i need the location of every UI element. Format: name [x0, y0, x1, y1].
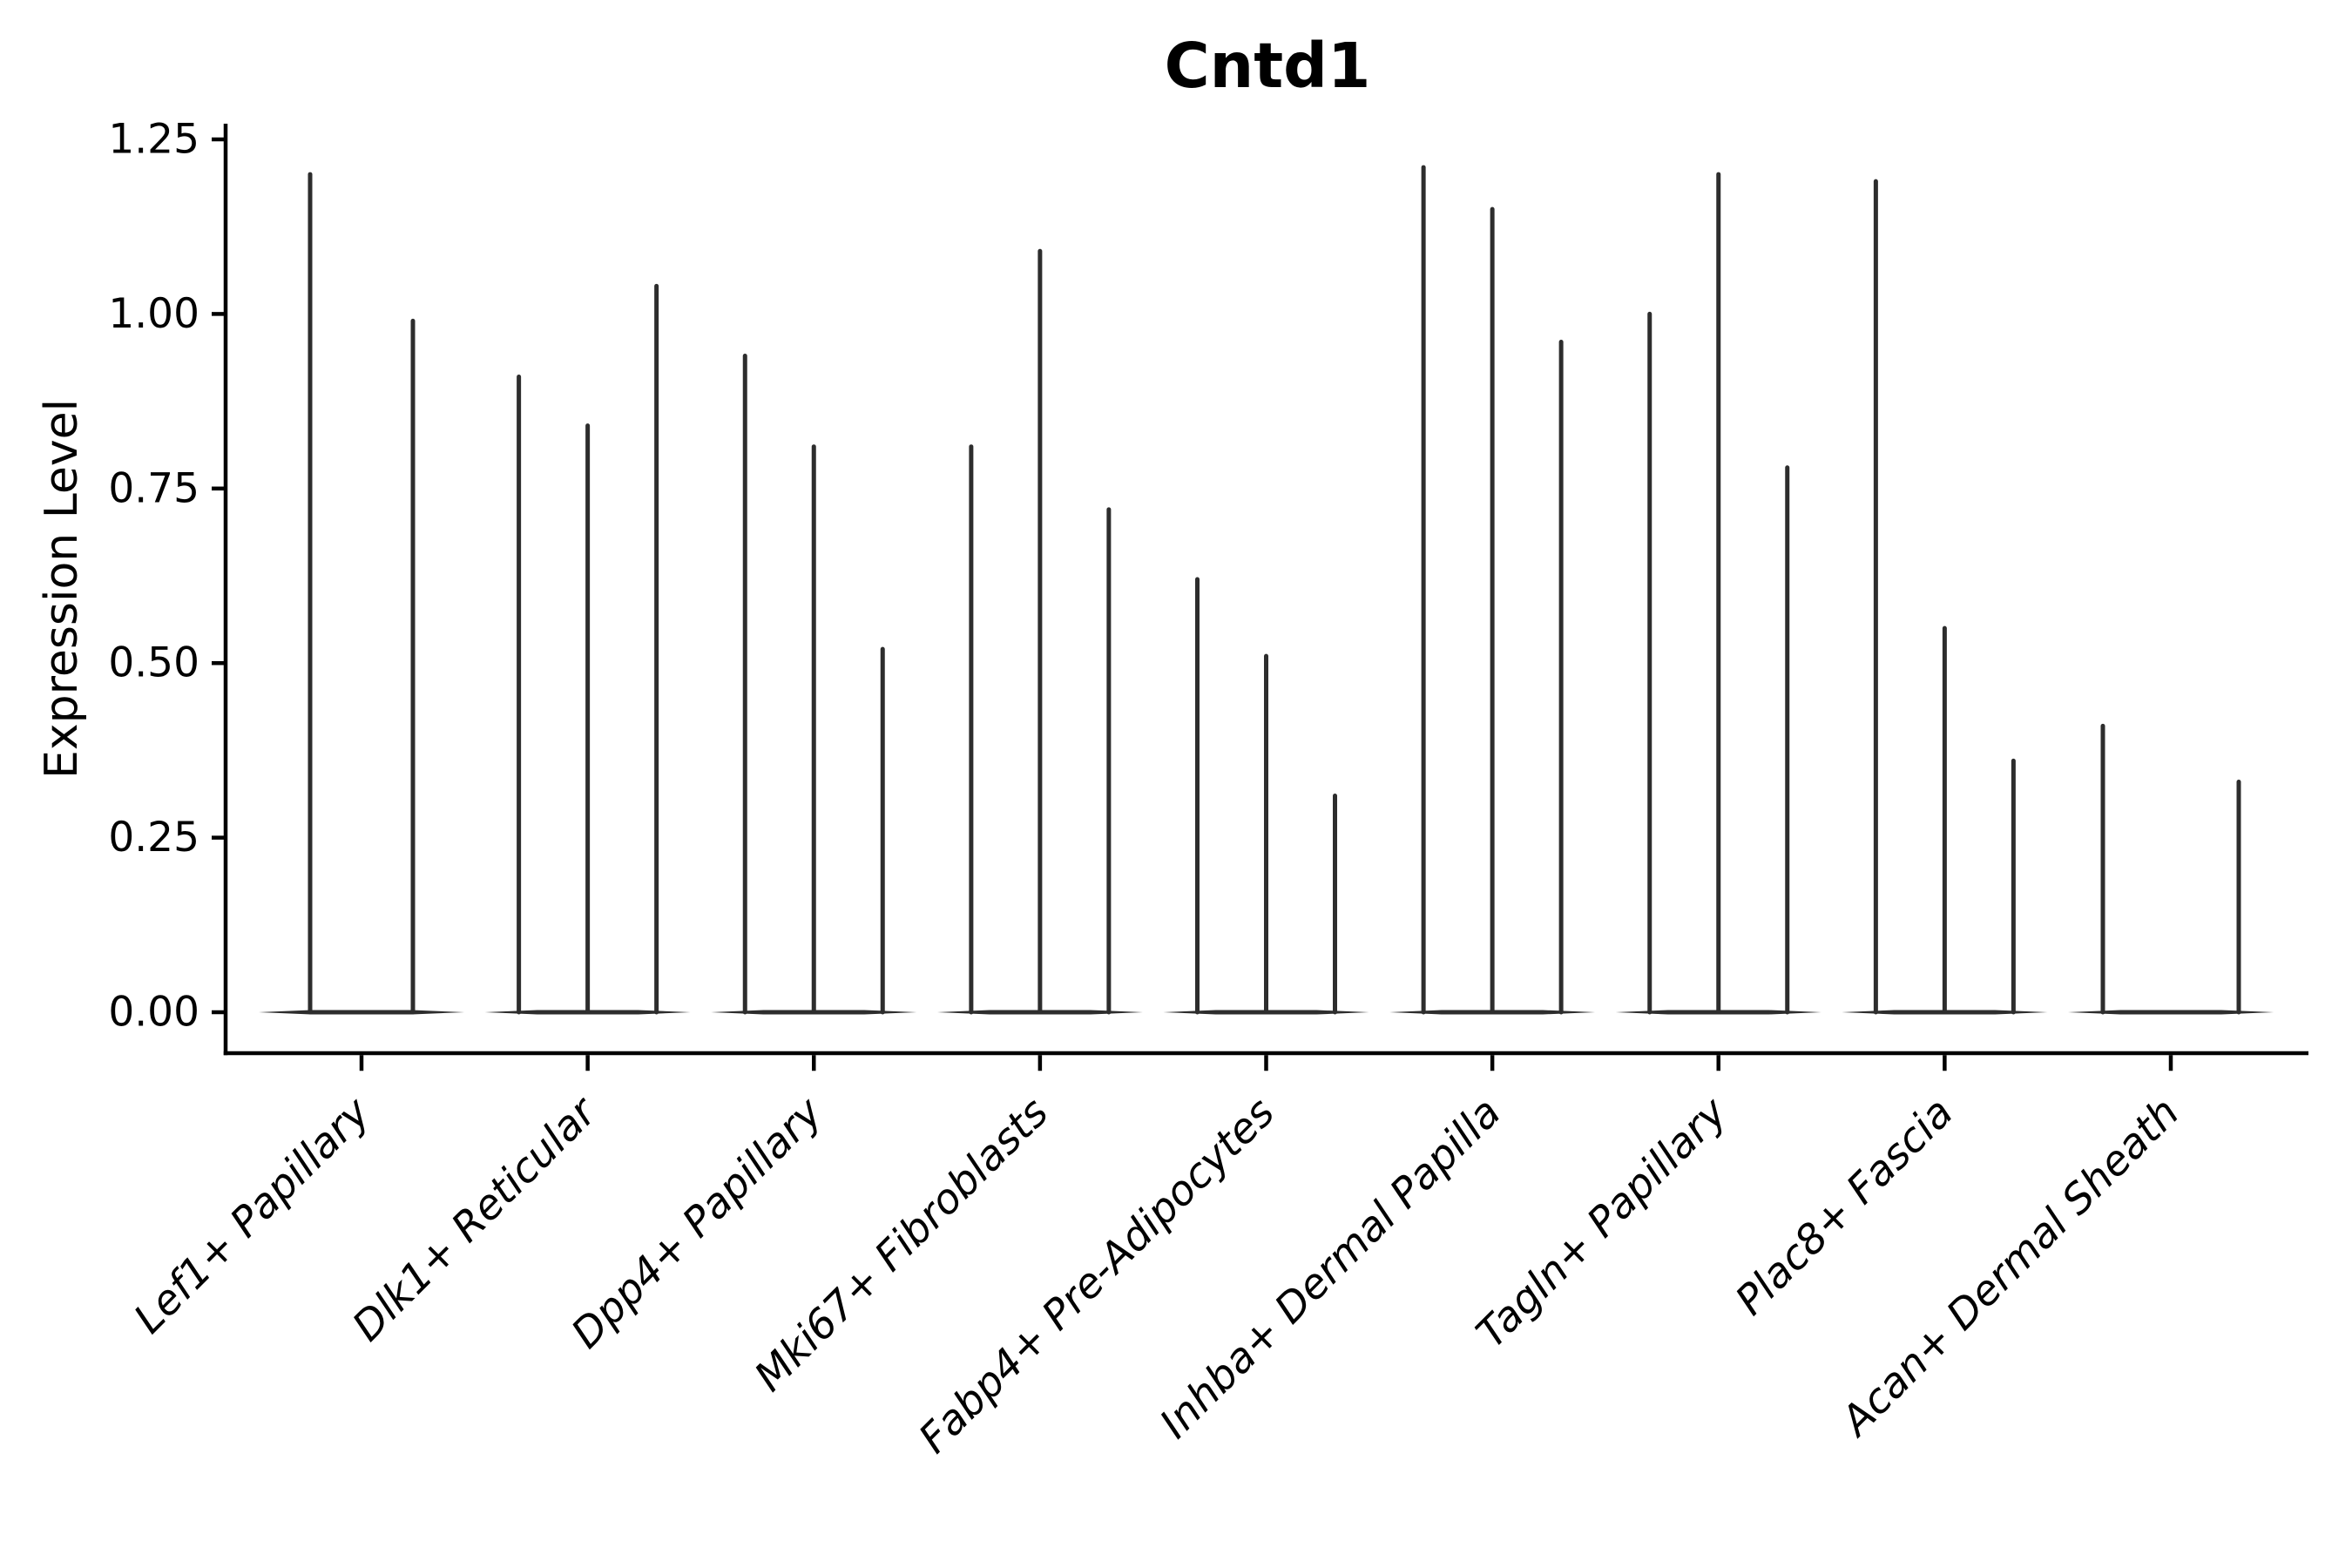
- plot-title: Cntd1: [1165, 30, 1371, 102]
- violin-baseline: [259, 1010, 464, 1015]
- x-tick-label: Dpp4+ Papillary: [563, 1088, 833, 1358]
- x-tick-label: Tagln+ Papillary: [1467, 1088, 1737, 1358]
- y-tick-label: 0.00: [108, 989, 199, 1037]
- y-tick-label: 0.50: [108, 639, 199, 687]
- x-tick-label: Dlk1+ Reticular: [343, 1087, 607, 1351]
- y-axis-label: Expression Level: [36, 399, 88, 779]
- x-tick-label: Fabp4+ Pre-Adipocytes: [909, 1089, 1283, 1463]
- violin-marks-layer: [259, 165, 2274, 1015]
- y-tick-label: 0.25: [108, 814, 199, 862]
- y-tick-label: 0.75: [108, 464, 199, 512]
- violin-baseline: [2068, 1010, 2274, 1015]
- y-tick-label: 1.25: [108, 116, 199, 164]
- x-tick-label: Lef1+ Papillary: [125, 1088, 380, 1343]
- y-tick-label: 1.00: [108, 290, 199, 338]
- x-tick-label: Plac8+ Fascia: [1727, 1089, 1963, 1325]
